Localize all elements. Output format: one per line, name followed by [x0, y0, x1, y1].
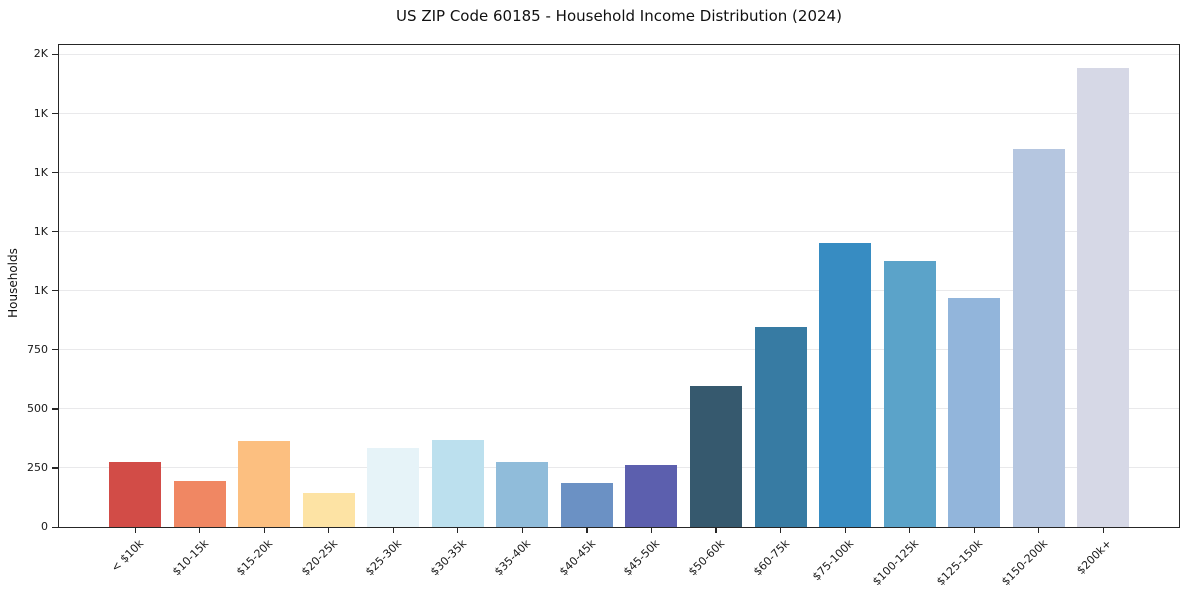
bar: [819, 242, 872, 527]
x-tick-mark: [392, 528, 394, 533]
bar: [560, 483, 613, 527]
x-tick-label: < $10k: [108, 537, 147, 575]
x-tick-mark: [780, 528, 782, 533]
x-tick-mark: [199, 528, 201, 533]
gridline: [59, 53, 1179, 55]
x-tick-mark: [586, 528, 588, 533]
x-tick-mark: [521, 528, 523, 533]
x-tick-mark: [1102, 528, 1104, 533]
y-tick-label: 1K: [33, 165, 48, 179]
bar: [173, 480, 226, 527]
y-tick-mark: [52, 172, 58, 174]
x-tick-mark: [715, 528, 717, 533]
x-tick-mark: [134, 528, 136, 533]
bar: [302, 493, 355, 527]
gridline: [59, 231, 1179, 233]
y-tick-label: 250: [27, 460, 48, 474]
bar: [754, 327, 807, 527]
y-tick-label: 0: [41, 520, 48, 533]
bar: [689, 386, 742, 527]
y-tick-mark: [52, 231, 58, 233]
y-tick-label: 1K: [33, 283, 48, 297]
plot-area: [58, 44, 1180, 528]
x-tick-mark: [1038, 528, 1040, 533]
chart-title: US ZIP Code 60185 - Household Income Dis…: [396, 7, 842, 25]
x-tick-mark: [650, 528, 653, 533]
bar: [238, 441, 291, 527]
bar: [1077, 68, 1130, 527]
x-tick-mark: [844, 528, 846, 533]
bar: [1012, 149, 1065, 527]
y-tick-mark: [52, 53, 58, 56]
y-tick-label: 500: [27, 401, 48, 415]
bar: [948, 297, 1001, 527]
y-tick-mark: [52, 290, 58, 292]
y-tick-mark: [52, 408, 58, 410]
x-tick-mark: [909, 528, 911, 533]
gridline: [59, 172, 1179, 174]
y-tick-label: 1K: [33, 106, 48, 120]
x-tick-mark: [263, 528, 265, 533]
bar: [625, 465, 678, 527]
y-tick-label: 2K: [33, 47, 48, 61]
gridline: [59, 349, 1179, 351]
gridline: [59, 467, 1179, 469]
y-tick-mark: [52, 526, 58, 528]
bar: [367, 447, 420, 527]
bar: [883, 260, 936, 527]
bar: [431, 440, 484, 527]
x-tick-mark: [457, 528, 459, 533]
gridline: [59, 113, 1179, 115]
y-tick-mark: [52, 113, 58, 115]
x-tick-mark: [328, 528, 330, 533]
y-tick-mark: [52, 349, 58, 351]
y-tick-mark: [52, 467, 58, 469]
gridline: [59, 290, 1179, 292]
bar: [109, 461, 161, 527]
gridline: [59, 408, 1179, 410]
y-tick-label: 750: [27, 342, 48, 356]
y-tick-label: 1K: [33, 224, 48, 238]
x-tick-mark: [973, 528, 975, 533]
bar: [496, 462, 549, 527]
